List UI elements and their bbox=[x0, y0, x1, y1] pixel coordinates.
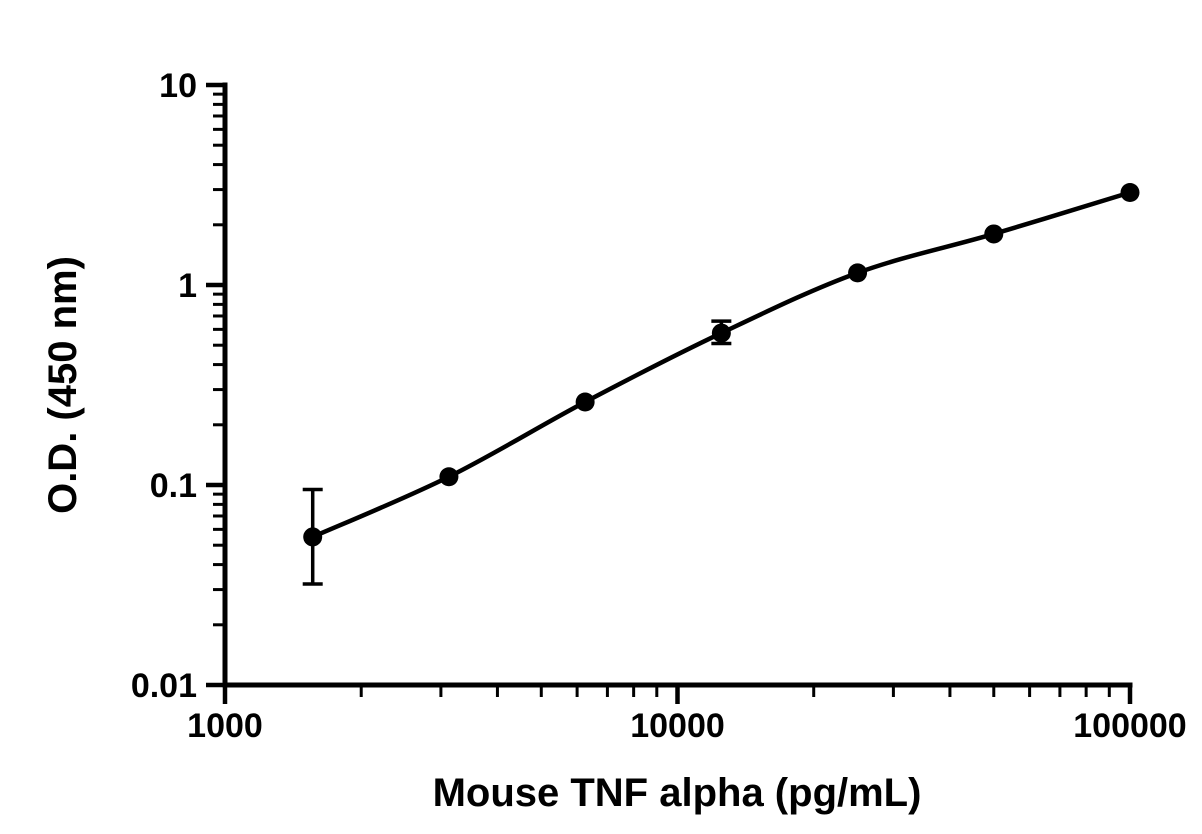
ticks bbox=[206, 82, 1133, 704]
data-point bbox=[575, 392, 595, 412]
axis-spines bbox=[222, 82, 1133, 688]
y-tick-label: 0.01 bbox=[131, 667, 197, 705]
y-tick-label: 10 bbox=[159, 67, 197, 105]
tick-labels: 1000 10000 100000 0.01 0.1 1 10 bbox=[131, 67, 1187, 745]
plot-series bbox=[302, 183, 1140, 586]
x-tick-label: 100000 bbox=[1073, 707, 1186, 745]
y-tick-label: 1 bbox=[178, 267, 197, 305]
data-point bbox=[984, 224, 1004, 244]
data-point bbox=[1120, 183, 1140, 203]
y-tick-label: 0.1 bbox=[150, 467, 197, 505]
x-tick-label: 10000 bbox=[630, 707, 725, 745]
data-point bbox=[439, 467, 459, 487]
y-axis-label: O.D. (450 nm) bbox=[41, 256, 85, 514]
axes bbox=[222, 82, 1133, 688]
x-tick-label: 1000 bbox=[187, 707, 263, 745]
x-axis-label: Mouse TNF alpha (pg/mL) bbox=[433, 771, 922, 815]
data-point bbox=[303, 527, 323, 547]
data-point bbox=[848, 263, 868, 283]
data-point bbox=[711, 323, 731, 343]
fit-curve bbox=[310, 190, 1133, 540]
